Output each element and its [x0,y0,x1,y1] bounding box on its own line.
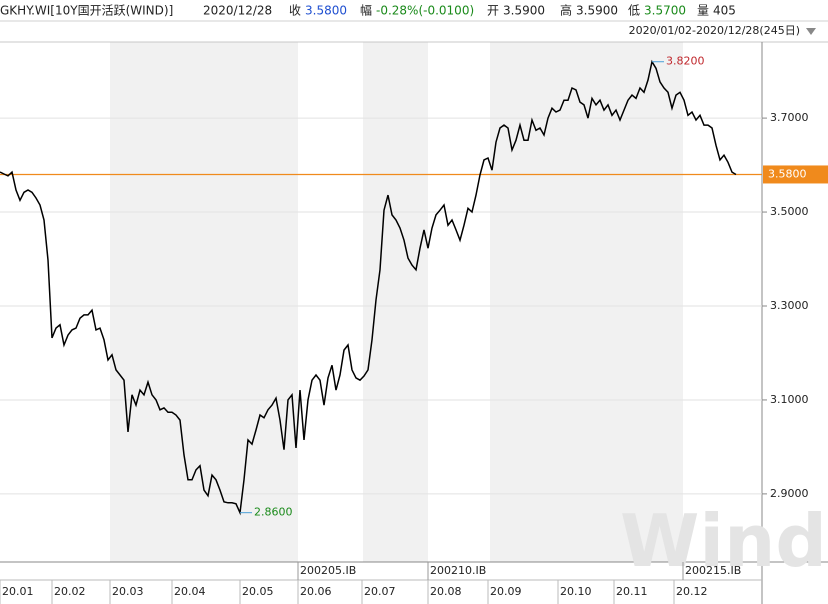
x-tick-label: 20.11 [616,585,648,598]
y-tick-label: 2.9000 [770,487,809,500]
reference-box [763,165,828,184]
contract-label: 200205.IB [300,564,356,577]
x-tick-label: 20.07 [364,585,396,598]
x-tick-label: 20.09 [490,585,522,598]
dropdown-icon[interactable] [806,28,816,35]
price-line [0,59,737,516]
x-tick-label: 20.10 [560,585,592,598]
date-range[interactable]: 2020/01/02-2020/12/28(245日) [629,24,800,37]
quote-value: 3.5800 [305,4,347,18]
annotation-label: 2.8600 [254,506,293,519]
x-tick-label: 20.05 [242,585,274,598]
x-tick-label: 20.01 [2,585,34,598]
quote-value: 3.5700 [644,4,686,18]
x-tick-label: 20.04 [174,585,206,598]
quote-label: 低 [628,4,640,18]
x-tick-label: 20.06 [300,585,332,598]
quote-value: 3.5900 [576,4,618,18]
watermark: Wind [620,499,827,583]
contract-label: 200215.IB [685,564,741,577]
shade [490,42,683,562]
y-tick-label: 3.7000 [770,111,809,124]
x-tick-label: 20.12 [676,585,708,598]
quote-value: 405 [713,4,736,18]
x-tick-label: 20.03 [112,585,144,598]
x-tick-label: 20.08 [430,585,462,598]
quote-value: -0.28%(-0.0100) [376,4,474,18]
contract-label: 200210.IB [430,564,486,577]
y-tick-label: 3.5000 [770,205,809,218]
quote-label: 量 [697,4,709,18]
quote-label: 幅 [360,3,372,18]
shade [110,42,298,562]
shade [363,42,428,562]
quote-label: 高 [560,3,572,18]
quote-value: 3.5900 [503,4,545,18]
quote-label: 开 [487,4,499,18]
x-tick-label: 20.02 [54,585,86,598]
y-tick-label: 3.3000 [770,299,809,312]
annotation-label: 3.8200 [666,55,705,68]
y-tick-label: 3.1000 [770,393,809,406]
quote-label: 收 [289,4,301,18]
instrument-title: GKHY.WI[10Y国开活跃(WIND)] [0,4,173,18]
quote-date: 2020/12/28 [203,4,272,18]
reference-label: 3.5800 [768,167,807,180]
